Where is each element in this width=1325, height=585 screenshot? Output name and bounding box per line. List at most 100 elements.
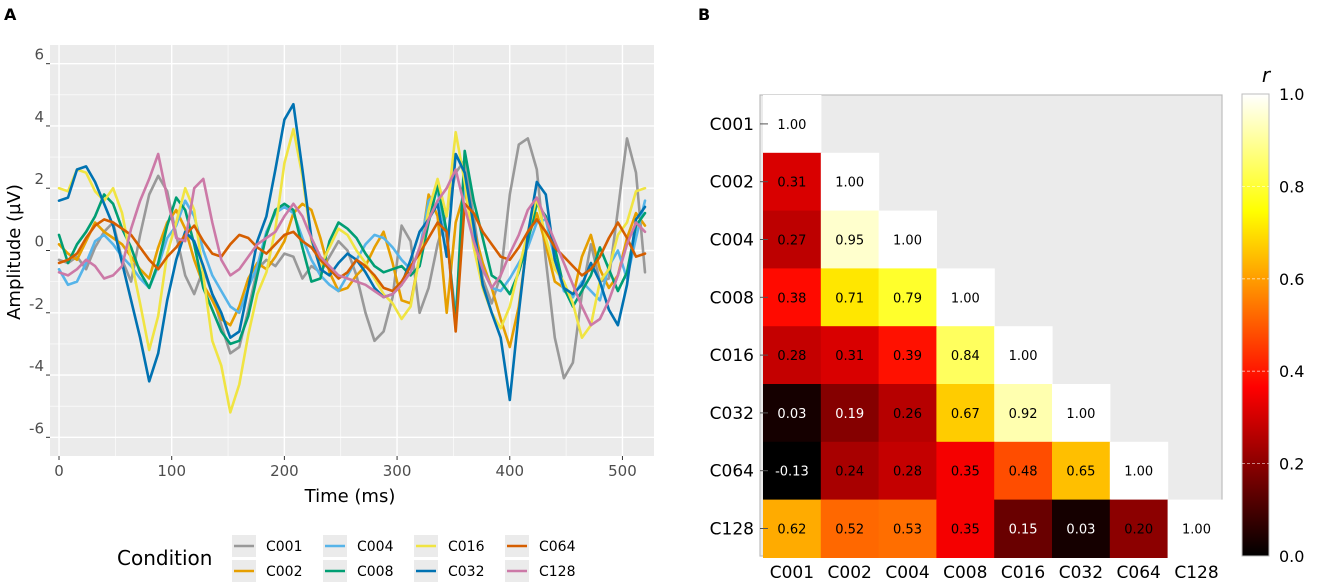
heatmap-cell [763, 384, 822, 443]
heatmap-cell-label: 0.03 [777, 407, 806, 422]
x-tick-label: 400 [495, 462, 524, 480]
legend-label: C016 [448, 539, 485, 555]
colorbar: 0.0 0.2 0.4 0.6 0.8 1.0 r [1241, 63, 1304, 566]
heatmap-cell-label: 0.67 [951, 407, 980, 422]
heatmap-cell [994, 384, 1053, 443]
heatmap-cell-label: 0.48 [1009, 465, 1038, 480]
x-tick-label: 0 [54, 462, 64, 480]
heatmap-cell [763, 441, 822, 501]
heatmap-cell-label: 0.15 [1009, 523, 1038, 538]
heatmap-cell [1052, 499, 1111, 558]
heatmap-cell-label: 0.53 [893, 523, 922, 538]
column-label: C128 [1174, 563, 1218, 583]
heatmap-cell [763, 499, 822, 558]
heatmap-cell-label: 0.03 [1066, 523, 1095, 538]
heatmap-cell [994, 326, 1053, 385]
row-label: C008 [710, 288, 754, 308]
heatmap-cell [820, 152, 880, 212]
y-tick-label: 6 [34, 46, 44, 64]
heatmap-cell-label: 0.52 [835, 523, 864, 538]
x-tick-label: 300 [383, 462, 412, 480]
row-label: C128 [710, 520, 754, 540]
series-line-c064 [57, 202, 647, 333]
colorbar-tick-label: 1.0 [1279, 85, 1304, 104]
heatmap-cell-label: 0.28 [777, 349, 806, 364]
heatmap-cell-label: 0.71 [835, 291, 864, 306]
heatmap-cell [994, 499, 1053, 558]
column-label: C001 [770, 563, 814, 583]
y-tick-label: 4 [34, 108, 44, 126]
column-label: C016 [1001, 563, 1045, 583]
heatmap-cell [936, 268, 995, 327]
panel-label-a: A [4, 5, 17, 24]
y-tick-label: -2 [29, 295, 44, 313]
legend-item-c128: C128 [505, 560, 576, 582]
y-tick-label: 0 [34, 233, 44, 251]
row-label: C016 [710, 346, 754, 366]
heatmap-cell [820, 268, 880, 327]
heatmap-cell [878, 499, 937, 558]
y-tick-label: 2 [34, 170, 44, 188]
heatmap-cell [763, 210, 822, 269]
heatmap-cell-label: 1.00 [835, 176, 864, 191]
legend-label: C032 [448, 564, 485, 580]
colorbar-tick-label: 0.0 [1279, 547, 1304, 566]
heatmap-cell-label: 0.39 [893, 349, 922, 364]
panel-label-b: B [698, 5, 710, 24]
heatmap-cell [820, 499, 880, 558]
heatmap-cell-label: 1.00 [1124, 465, 1153, 480]
legend-item-c016: C016 [414, 535, 485, 557]
heatmap-cell [1167, 499, 1226, 558]
heatmap-cell [763, 152, 822, 212]
column-label: C032 [1059, 563, 1103, 583]
heatmap-cell [878, 384, 937, 443]
colorbar-tick-label: 0.4 [1279, 362, 1304, 381]
x-tick-labels: 0 100 200 300 400 500 [54, 456, 637, 480]
colorbar-tick-label: 0.6 [1279, 270, 1304, 289]
series-line-c032 [57, 102, 647, 402]
y-tick-labels: -6 -4 -2 0 2 4 6 [29, 46, 50, 438]
heatmap-cells: 1.00 0.31 1.00 0.27 0.95 1.00 0.38 0.71 0.79 1.00… [763, 95, 1226, 558]
heatmap-cell-label: 1.00 [893, 234, 922, 249]
heatmap-cell [1052, 384, 1111, 443]
series-lines [57, 102, 647, 414]
legend-item-c008: C008 [323, 560, 394, 582]
series-line-c016 [57, 127, 647, 414]
heatmap-cell-label: 0.20 [1124, 523, 1153, 538]
row-label: C064 [710, 462, 754, 482]
x-tick-label: 500 [608, 462, 637, 480]
legend-item-c004: C004 [323, 535, 394, 557]
legend-label: C001 [266, 539, 303, 555]
heatmap-cell [878, 326, 937, 385]
legend-item-c001: C001 [232, 535, 303, 557]
heatmap-cell [763, 95, 822, 154]
heatmap-cell-label: 1.00 [951, 291, 980, 306]
y-axis-title: Amplitude (µV) [4, 184, 25, 320]
heatmap-cell-label: 0.84 [951, 349, 980, 364]
heatmap-cell-label: 0.19 [835, 407, 864, 422]
heatmap-cell-label: 0.62 [777, 523, 806, 538]
y-tick-label: -4 [29, 357, 44, 375]
heatmap-cell [820, 326, 880, 385]
heatmap-cell [820, 210, 880, 269]
heatmap-cell [936, 441, 995, 501]
x-tick-label: 100 [157, 462, 186, 480]
heatmap-cell [763, 268, 822, 327]
heatmap-cell-label: 0.38 [777, 291, 806, 306]
heatmap-chart: 1.000.31 1.000.27 0.95 1.000.38 0.71 0.79 1.00… [710, 63, 1305, 583]
heatmap-cell-label: 1.00 [777, 118, 806, 133]
legend: Condition C001 C002 C004 C008 C016 C032 C064 C1… [117, 535, 576, 582]
row-label: C002 [710, 173, 754, 193]
colorbar-gradient [1241, 93, 1270, 557]
heatmap-cell-label: 0.92 [1009, 407, 1038, 422]
heatmap-cell-label: 0.26 [893, 407, 922, 422]
y-tick-label: -6 [29, 419, 44, 437]
heatmap-cell-label: 1.00 [1009, 349, 1038, 364]
x-gridlines [58, 45, 624, 456]
line-chart: -6 -4 -2 0 2 4 6 0 100 200 300 400 500 Time (ms) Am… [4, 45, 654, 582]
row-label: C004 [710, 231, 754, 251]
legend-label: C064 [539, 539, 576, 555]
heatmap-cell [878, 210, 937, 269]
legend-label: C008 [357, 564, 394, 580]
colorbar-tick-label: 0.8 [1279, 177, 1304, 196]
